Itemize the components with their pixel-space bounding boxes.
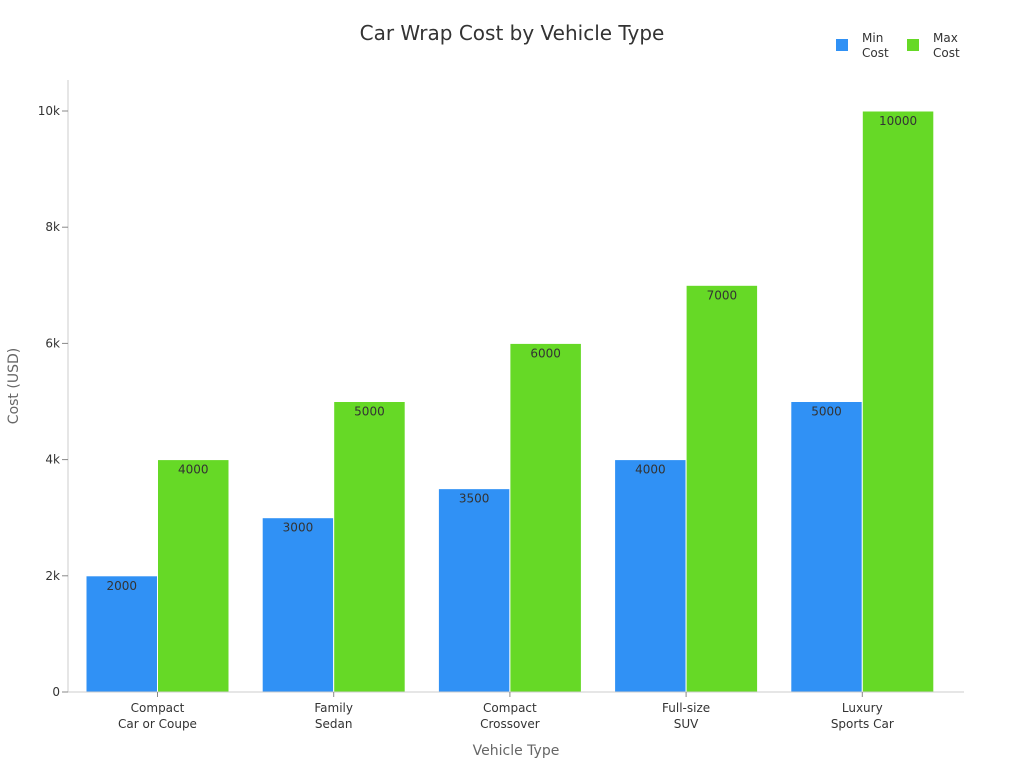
y-tick-label: 8k [45, 220, 60, 234]
x-tick-label: Compact Car or Coupe [118, 701, 197, 731]
bar-data-label: 7000 [707, 288, 738, 302]
bar-data-label: 4000 [178, 463, 209, 477]
legend-label: Min Cost [862, 31, 889, 60]
legend-label-line: Max [933, 31, 958, 45]
bar-max-cost [685, 284, 759, 693]
x-tick-label-line: Sports Car [831, 717, 894, 731]
x-tick-label: Luxury Sports Car [831, 701, 894, 731]
legend-label-line: Min [862, 31, 883, 45]
x-tick-label-line: Car or Coupe [118, 717, 197, 731]
y-tick-label: 0 [52, 685, 60, 699]
x-axis-ticks: Compact Car or Coupe Family Sedan Compact Cro… [118, 692, 894, 731]
legend-label-line: Cost [862, 46, 889, 60]
y-axis-ticks: 0 2k 4k 6k 8k 10k [38, 104, 68, 699]
x-tick-label: Compact Crossover [480, 701, 540, 731]
bar-data-label: 10000 [879, 114, 917, 128]
bar-min-cost [790, 401, 863, 693]
bar-min-cost [85, 575, 158, 693]
x-tick-label-line: Crossover [480, 717, 540, 731]
bar-data-label: 6000 [530, 346, 561, 360]
x-tick-label: Family Sedan [314, 701, 353, 731]
y-tick-label: 6k [45, 336, 60, 350]
legend-label: Max Cost [933, 31, 960, 60]
bar-max-cost [509, 342, 582, 693]
plot-area: 2000 4000 3000 5000 3500 6000 4000 7000 5000 1000… [85, 110, 935, 693]
bar-data-label: 2000 [106, 579, 137, 593]
bar-min-cost [614, 459, 687, 693]
bar-data-label: 3000 [283, 521, 314, 535]
bar-max-cost [333, 401, 406, 693]
bar-max-cost [861, 110, 935, 693]
bar-data-label: 3500 [459, 492, 490, 506]
bar-data-label: 5000 [354, 405, 385, 419]
x-tick-label-line: Luxury [842, 701, 883, 715]
x-tick-label-line: Compact [131, 701, 185, 715]
bar-min-cost [437, 488, 511, 693]
x-tick-label-line: Full-size [662, 701, 710, 715]
x-tick-label-line: Sedan [315, 717, 353, 731]
bar-data-label: 4000 [635, 463, 666, 477]
x-axis-title: Vehicle Type [473, 743, 560, 759]
legend-swatch [836, 39, 848, 51]
x-tick-label-line: SUV [674, 717, 699, 731]
x-tick-label-line: Family [314, 701, 353, 715]
bar-max-cost [157, 459, 230, 693]
y-tick-label: 4k [45, 453, 60, 467]
x-tick-label: Full-size SUV [662, 701, 710, 731]
chart-title: Car Wrap Cost by Vehicle Type [360, 21, 665, 45]
x-tick-label-line: Compact [483, 701, 537, 715]
bar-data-label: 5000 [811, 405, 842, 419]
legend-swatch [907, 39, 919, 51]
y-tick-label: 2k [45, 569, 60, 583]
y-axis-title: Cost (USD) [6, 348, 22, 424]
y-tick-label: 10k [38, 104, 60, 118]
legend-label-line: Cost [933, 46, 960, 60]
bar-min-cost [261, 517, 335, 693]
